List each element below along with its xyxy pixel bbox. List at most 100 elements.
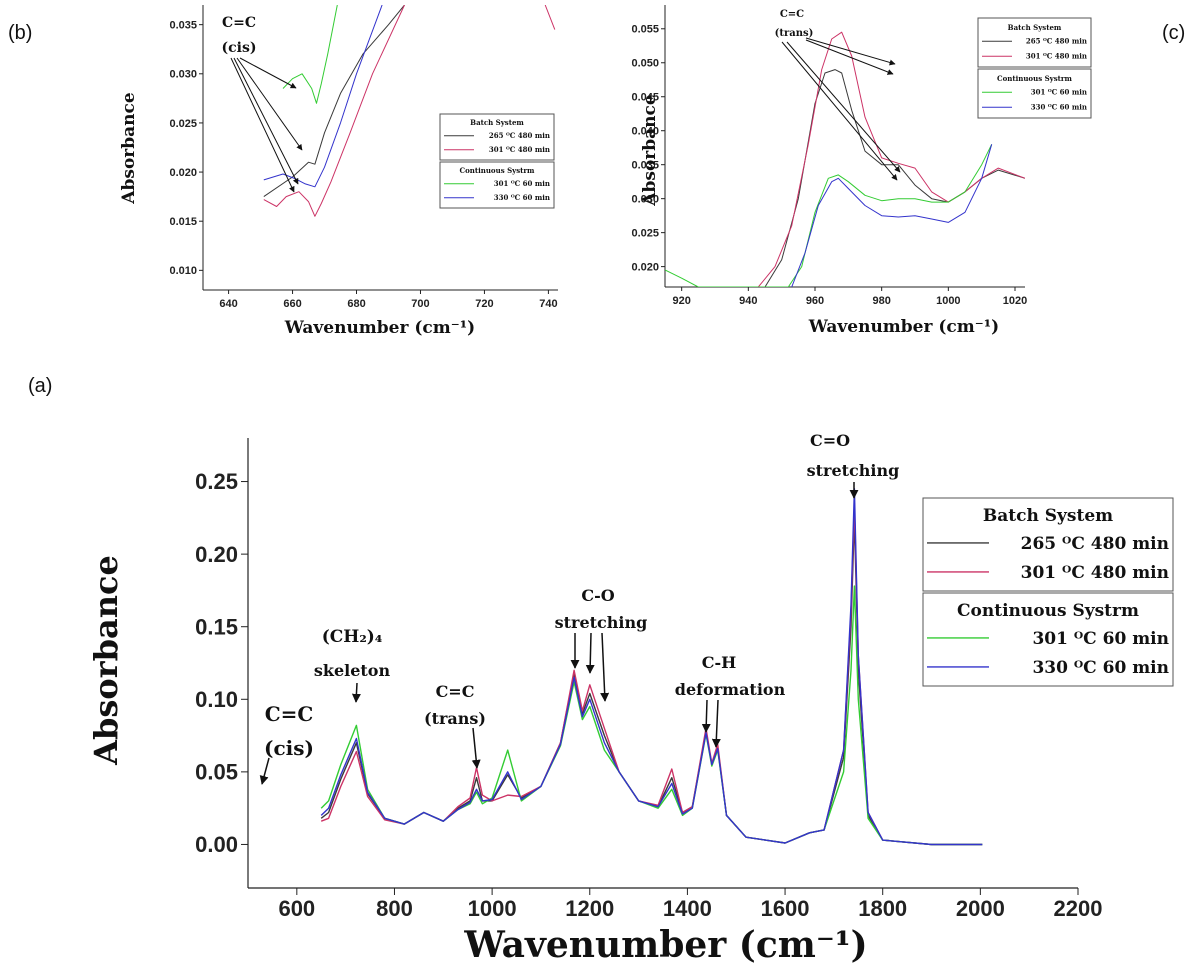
annotation-ch-line2: deformation [675,680,786,699]
legend-group-title: Batch System [1008,23,1062,32]
y-tick-label: 0.00 [195,832,238,857]
annotation-cc-trans-line1: C=C [436,682,475,701]
legend-group-title: Continuous Systrm [997,74,1073,83]
x-tick-label: 2000 [956,896,1005,921]
legend-entry-label: 301 ᴼC 480 min [1026,52,1087,61]
annotation-cc-cis-line2: (cis) [264,736,314,760]
annotation-arrows [259,482,859,785]
y-tick-label: 0.025 [169,118,197,130]
annotation-arrows [781,37,901,181]
annotation-ch2-line1: (CH₂)₄ [322,627,383,647]
annotation-trans-label: (trans) [775,28,814,39]
legend-group-box [922,592,1174,687]
x-tick-label: 980 [872,295,890,307]
series-line-3 [282,5,338,104]
legend-entry-label: 301 ᴼC 480 min [1021,563,1169,583]
legend: Batch System 265 ᴼC 480 min 301 ᴼC 480 min… [922,497,1174,687]
x-tick-label: 920 [672,295,690,307]
y-tick-label: 0.050 [631,58,659,70]
annotation-ch2-line2: skeleton [314,661,391,680]
arrow [351,682,361,703]
y-tick-label: 0.040 [631,126,659,138]
y-tick-label: 0.15 [195,614,238,639]
y-tick-label: 0.020 [169,167,197,179]
arrow [781,41,898,181]
x-tick-label: 740 [539,298,557,310]
arrow [236,57,303,151]
x-tick-label: 640 [219,298,237,310]
series-line-fragment [544,5,556,30]
y-axis-title: Absorbance [87,555,125,766]
legend-group-box [439,161,555,209]
y-tick-label: 0.25 [195,469,238,494]
series-line-1 [263,5,405,198]
series-line-3 [665,144,993,287]
y-tick-label: 0.020 [631,261,659,273]
legend: Batch System 265 ᴼC 480 min 301 ᴼC 480 min… [977,17,1092,119]
annotation-arrows [230,57,303,193]
legend-entry-label: 265 ᴼC 480 min [1026,37,1087,46]
annotation-ch-line1: C-H [702,653,737,672]
legend-group-title: Batch System [983,506,1113,526]
series-line-2 [757,31,1025,287]
y-tick-label: 0.10 [195,687,238,712]
x-tick-label: 1600 [761,896,810,921]
y-tick-label: 0.035 [169,20,197,32]
y-axis-title: Absorbance [119,92,139,205]
arrow [805,39,894,75]
x-tick-label: 720 [475,298,493,310]
x-tick-label: 1800 [858,896,907,921]
y-tick-label: 0.015 [169,216,197,228]
y-tick-label: 0.030 [631,194,659,206]
arrow [805,37,896,66]
annotation-co-line1: C-O [581,586,614,605]
series-line-2 [263,5,405,217]
legend-entry-label: 265 ᴼC 480 min [1021,534,1169,554]
y-tick-label: 0.05 [195,760,238,785]
y-tick-label: 0.035 [631,160,659,172]
annotation-cis-label: (cis) [222,40,257,56]
annotation-cc-cis-line1: C=C [265,702,314,726]
legend-group-title: Continuous Systrm [460,166,536,175]
x-tick-label: 1400 [663,896,712,921]
arrow [230,57,295,193]
legend-entry-label: 330 ᴼC 60 min [494,193,550,202]
chart-panel-a: 600 800 1000 1200 1400 1600 1800 2000 2200 0.00 0.… [87,431,1174,966]
x-tick-label: 960 [806,295,824,307]
x-tick-label: 660 [283,298,301,310]
x-tick-label: 2200 [1054,896,1103,921]
y-tick-label: 0.025 [631,227,659,239]
legend-entry-label: 265 ᴼC 480 min [489,131,550,140]
arrow [239,57,297,89]
legend-group-box [439,113,555,161]
legend-entry-label: 330 ᴼC 60 min [1031,103,1087,112]
legend-entry-label: 301 ᴼC 60 min [1032,629,1169,649]
arrow [471,727,481,769]
series-line-3 [320,585,983,846]
y-tick-label: 0.045 [631,92,659,104]
x-tick-label: 1000 [468,896,517,921]
annotation-co-line2: stretching [555,613,648,632]
x-tick-label: 800 [376,896,413,921]
annotation-cc-label: C=C [222,15,256,31]
y-axis-title: Absorbance [640,94,660,207]
x-tick-label: 1000 [936,295,960,307]
arrow [701,699,711,733]
arrow [786,41,901,173]
arrow [259,757,270,785]
legend-group-title: Continuous Systrm [957,601,1139,621]
annotation-c-o-line1: C=O [810,431,850,450]
series-line-4 [791,144,993,287]
legend-group-box [922,497,1174,592]
series-line-1 [320,517,983,846]
x-axis-title: Wavenumber (cm⁻¹) [463,924,867,966]
annotation-cc-trans-line2: (trans) [424,709,486,728]
arrow [711,699,721,748]
x-axis-title: Wavenumber (cm⁻¹) [808,317,999,337]
x-axis-title: Wavenumber (cm⁻¹) [284,318,475,338]
x-tick-label: 1020 [1003,295,1027,307]
x-tick-label: 1200 [565,896,614,921]
x-tick-label: 600 [278,896,315,921]
legend-group-box [977,68,1092,119]
